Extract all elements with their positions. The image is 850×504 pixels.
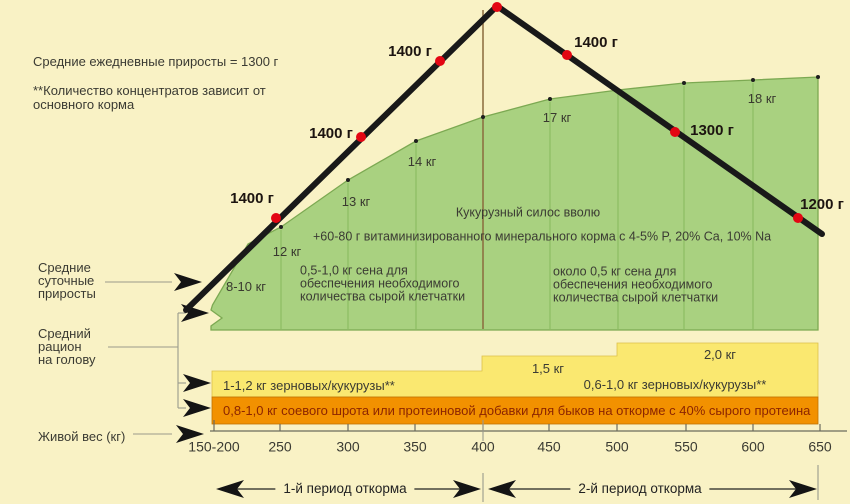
hay-note-p1-line2: обеспечения необходимого — [300, 276, 460, 291]
caption-daily-gains-2: суточные — [38, 273, 95, 289]
x-tick-150-200: 150-200 — [188, 438, 240, 455]
period-separator-lines — [482, 420, 819, 502]
silage-grid-lines — [280, 83, 754, 329]
silage-label-18: 18 кг — [747, 91, 777, 107]
grain-label-step-1-5: 1,5 кг — [531, 361, 565, 377]
x-tick-450: 450 — [537, 438, 561, 455]
hay-note-p2-line2: обеспечения необходимого — [553, 277, 713, 292]
caption-daily-gains-3: приросты — [38, 286, 96, 302]
period-2-label: 2-й период откорма — [570, 481, 710, 497]
silage-label-17: 17 кг — [542, 110, 572, 126]
protein-bar — [211, 396, 819, 425]
grain-label-period1: 1-1,2 кг зерновых/кукурузы** — [223, 378, 395, 394]
gain-point-dots — [271, 2, 803, 223]
period-1-label: 1-й период откорма — [275, 481, 415, 497]
silage-label-14: 14 кг — [407, 154, 437, 170]
x-tick-300: 300 — [336, 438, 360, 455]
caption-live-weight: Живой вес (кг) — [38, 429, 126, 445]
hay-note-p1-line3: количества сырой клетчатки — [300, 289, 466, 304]
gain-label-1400-3: 1400 г — [388, 43, 432, 61]
silage-label-13: 13 кг — [341, 194, 371, 210]
silage-point-dots — [279, 75, 820, 229]
x-tick-250: 250 — [268, 438, 292, 455]
x-tick-500: 500 — [605, 438, 629, 455]
hay-note-p2-line1: около 0,5 кг сена для — [553, 264, 677, 279]
grain-label-period2: 0,6-1,0 кг зерновых/кукурузы** — [583, 377, 767, 393]
x-axis — [210, 420, 847, 432]
label-connector-lines — [105, 281, 186, 435]
x-tick-600: 600 — [741, 438, 765, 455]
caption-ration-2: рацион — [38, 339, 82, 355]
gain-label-1200: 1200 г — [800, 196, 844, 214]
gain-label-1400-4: 1400 г — [574, 34, 618, 52]
mineral-feed-note: +60-80 г витаминизированного минеральног… — [313, 229, 772, 244]
note-concentrates-2: основного корма — [33, 97, 135, 113]
hay-note-p1-line1: 0,5-1,0 кг сена для — [300, 263, 408, 278]
caption-daily-gains-1: Средние — [38, 260, 91, 276]
caption-ration-3: на голову — [38, 352, 96, 368]
gain-label-1400-1: 1400 г — [230, 190, 274, 208]
note-concentrates-1: **Количество концентратов зависит от — [33, 83, 266, 99]
hay-note-p2-line3: количества сырой клетчатки — [553, 290, 719, 305]
protein-bar-label: 0,8-1,0 кг соевого шрота или протеиновой… — [223, 403, 811, 419]
silage-label-12: 12 кг — [272, 244, 302, 260]
x-tick-400: 400 — [471, 438, 495, 455]
x-tick-650: 650 — [808, 438, 832, 455]
silage-label-8-10: 8-10 кг — [225, 279, 267, 295]
period-arrows — [216, 480, 817, 498]
pointer-arrowheads — [174, 273, 211, 443]
x-tick-550: 550 — [674, 438, 698, 455]
gain-label-1300: 1300 г — [690, 122, 734, 140]
silage-free-note: Кукурузный силос вволю — [455, 205, 601, 220]
caption-ration-1: Средний — [38, 326, 91, 342]
x-tick-350: 350 — [403, 438, 427, 455]
note-average-gain: Средние ежедневные приросты = 1300 г — [33, 54, 279, 70]
gain-label-1400-2: 1400 г — [309, 125, 353, 143]
grain-label-step-2-0: 2,0 кг — [703, 347, 737, 363]
